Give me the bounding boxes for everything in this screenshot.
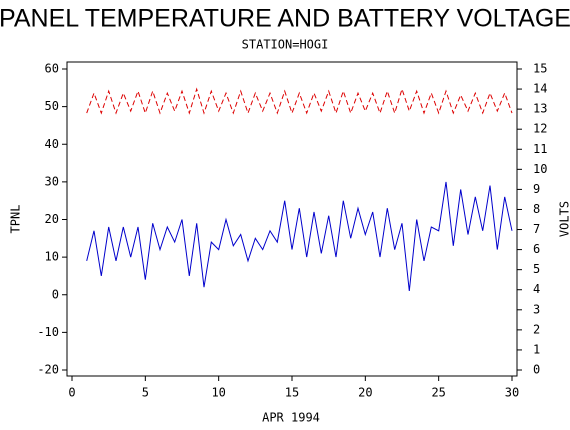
y2-tick-label: 14: [533, 82, 547, 96]
y2-tick-label: 2: [533, 322, 540, 336]
y-tick-label: -20: [37, 363, 59, 377]
y-tick-label: 20: [45, 212, 59, 226]
y2-tick-label: 6: [533, 242, 540, 256]
y-axis-label: TPNL: [9, 205, 23, 234]
y2-tick-label: 5: [533, 262, 540, 276]
chart-subtitle: STATION=HOGI: [242, 38, 329, 52]
chart-title: PANEL TEMPERATURE AND BATTERY VOLTAGE: [0, 5, 570, 33]
y2-tick-label: 4: [533, 282, 540, 296]
y-tick-label: 10: [45, 250, 59, 264]
y2-tick-label: 10: [533, 162, 547, 176]
y2-tick-label: 3: [533, 302, 540, 316]
x-axis-label: APR 1994: [262, 411, 320, 425]
y2-tick-label: 0: [533, 363, 540, 377]
y2-tick-label: 15: [533, 62, 547, 76]
plot-frame: [66, 61, 518, 377]
x-tick-label: 10: [211, 386, 225, 400]
x-tick-label: 25: [431, 386, 445, 400]
y2-tick-label: 12: [533, 122, 547, 136]
y2-axis-label: VOLTS: [558, 201, 570, 237]
y-tick-label: 30: [45, 174, 59, 188]
y-tick-label: 50: [45, 99, 59, 113]
x-tick-label: 5: [142, 386, 149, 400]
x-tick-label: 20: [358, 386, 372, 400]
y-tick-label: 0: [52, 287, 59, 301]
x-tick-label: 0: [68, 386, 75, 400]
y-tick-label: 40: [45, 137, 59, 151]
y2-tick-label: 1: [533, 342, 540, 356]
y2-tick-label: 13: [533, 102, 547, 116]
data-line: [86, 181, 513, 292]
data-line: [86, 87, 513, 115]
y2-tick-label: 9: [533, 182, 540, 196]
y2-tick-label: 8: [533, 202, 540, 216]
x-tick-label: 30: [505, 386, 519, 400]
x-tick-label: 15: [285, 386, 299, 400]
y2-tick-label: 11: [533, 142, 547, 156]
y2-tick-label: 7: [533, 222, 540, 236]
y-tick-label: 60: [45, 62, 59, 76]
y-tick-label: -10: [37, 325, 59, 339]
